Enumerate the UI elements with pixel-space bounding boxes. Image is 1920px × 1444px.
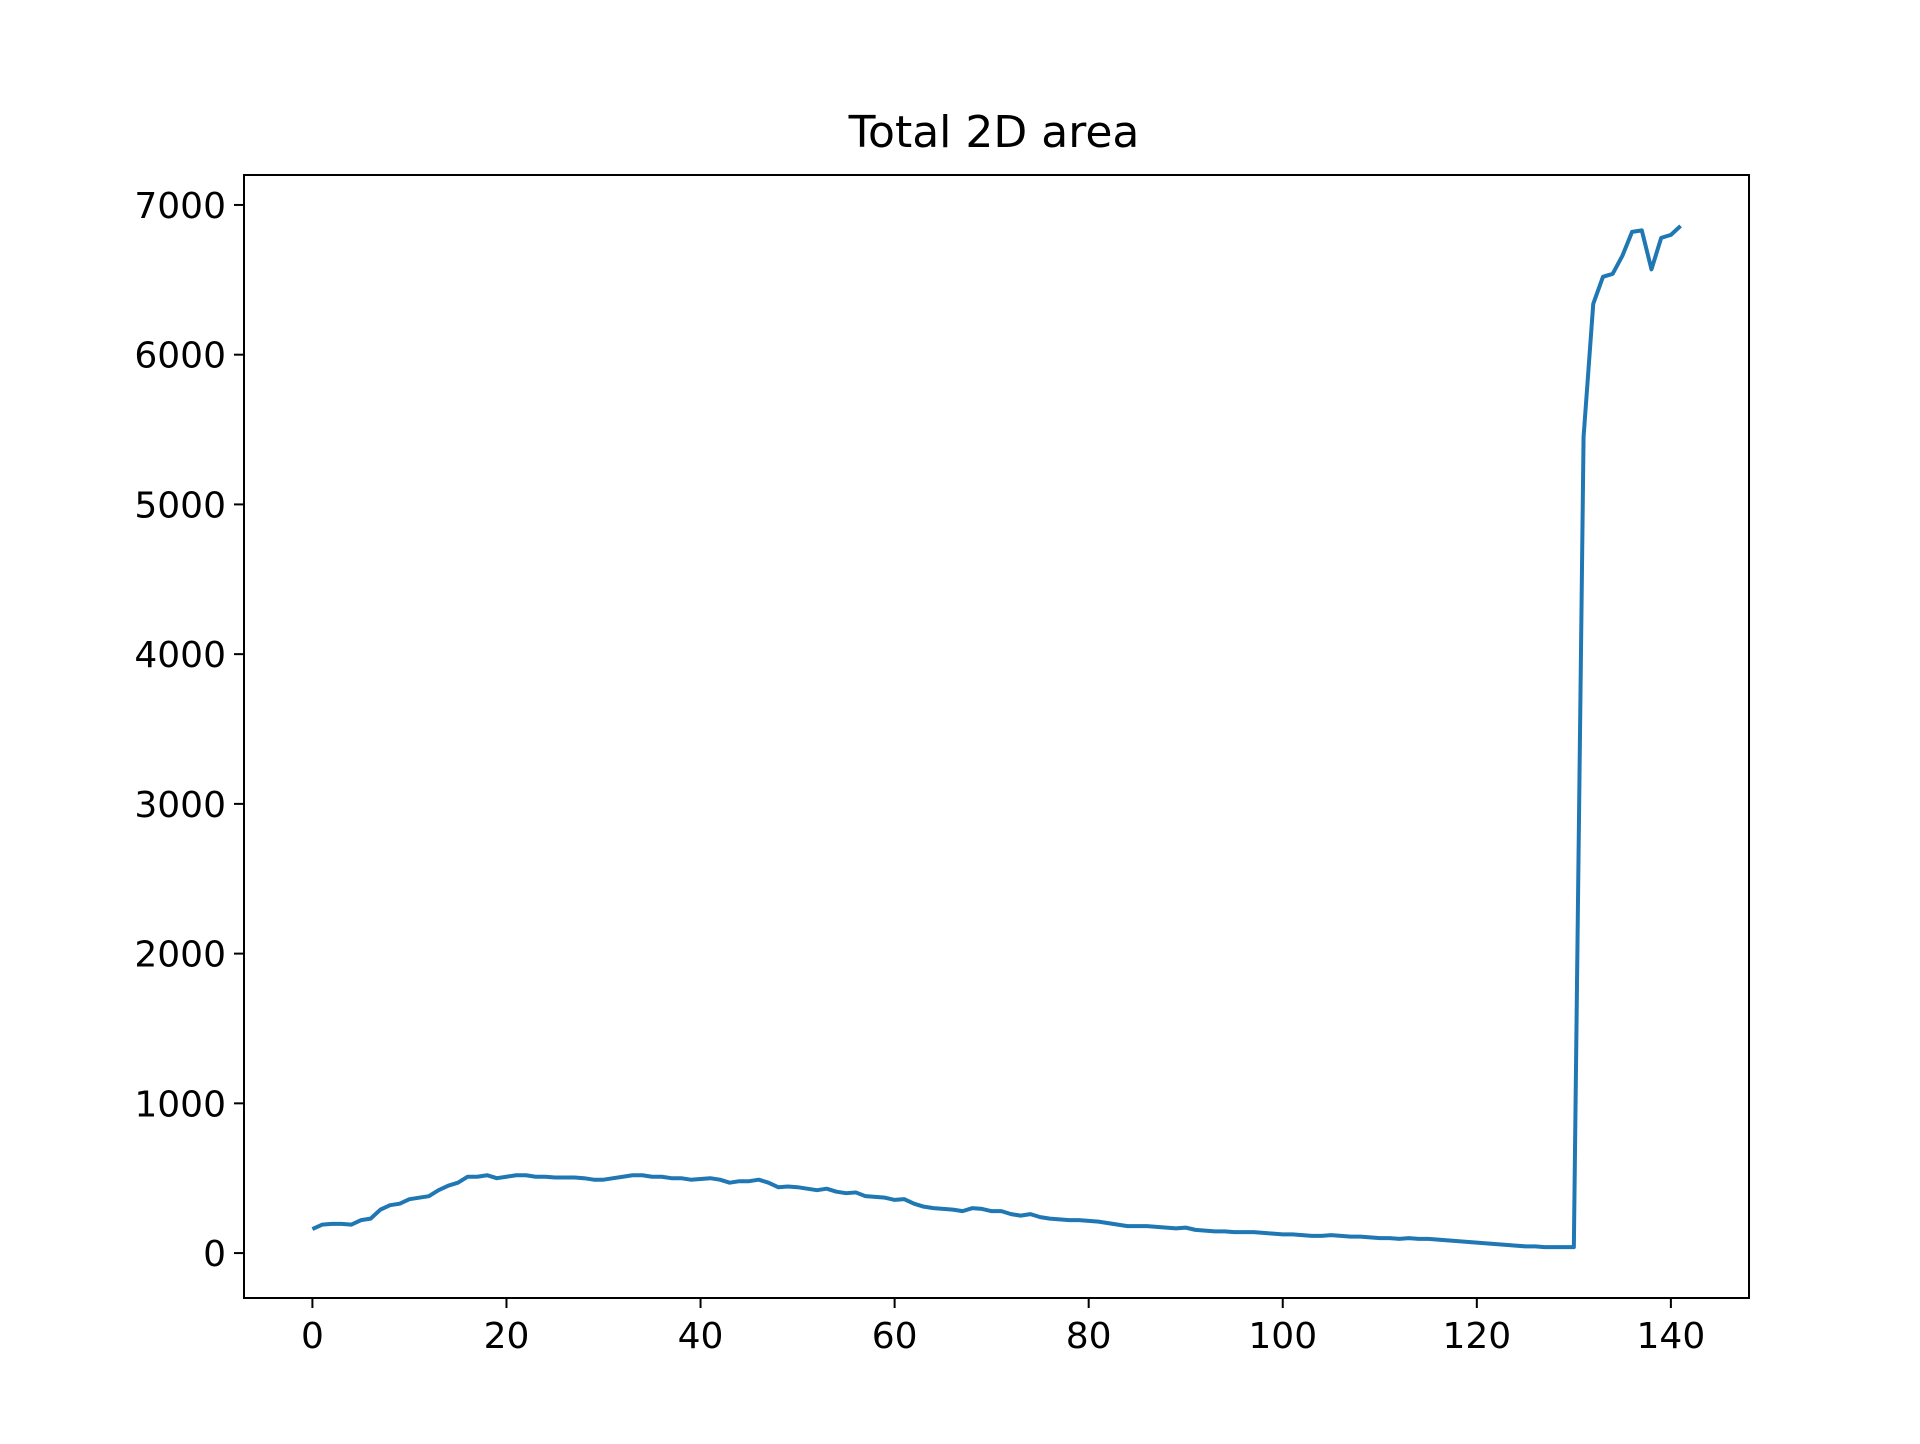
series-layer <box>311 224 1682 1250</box>
chart-title: Total 2D area <box>848 107 1140 158</box>
y-tick-label: 0 <box>203 1234 226 1275</box>
y-tick-label: 2000 <box>134 935 226 976</box>
y-tick-label: 7000 <box>134 186 226 227</box>
y-tick-label: 6000 <box>134 336 226 377</box>
x-tick-label: 0 <box>301 1316 324 1357</box>
y-axis: 0 1000 2000 3000 4000 5000 6000 7000 <box>134 186 244 1275</box>
x-tick-label: 100 <box>1248 1316 1317 1357</box>
y-tick-label: 5000 <box>134 485 226 526</box>
x-tick-label: 60 <box>872 1316 918 1357</box>
plot-frame <box>243 174 1750 1299</box>
x-tick-label: 140 <box>1637 1316 1706 1357</box>
x-axis: 0 20 40 60 80 100 120 140 <box>301 1298 1705 1357</box>
x-tick-label: 20 <box>484 1316 530 1357</box>
series-line-0 <box>311 224 1682 1250</box>
y-tick-label: 1000 <box>134 1084 226 1125</box>
x-tick-label: 120 <box>1442 1316 1511 1357</box>
y-tick-label: 4000 <box>134 635 226 676</box>
x-tick-label: 80 <box>1066 1316 1112 1357</box>
y-tick-label: 3000 <box>134 785 226 826</box>
x-tick-label: 40 <box>678 1316 724 1357</box>
